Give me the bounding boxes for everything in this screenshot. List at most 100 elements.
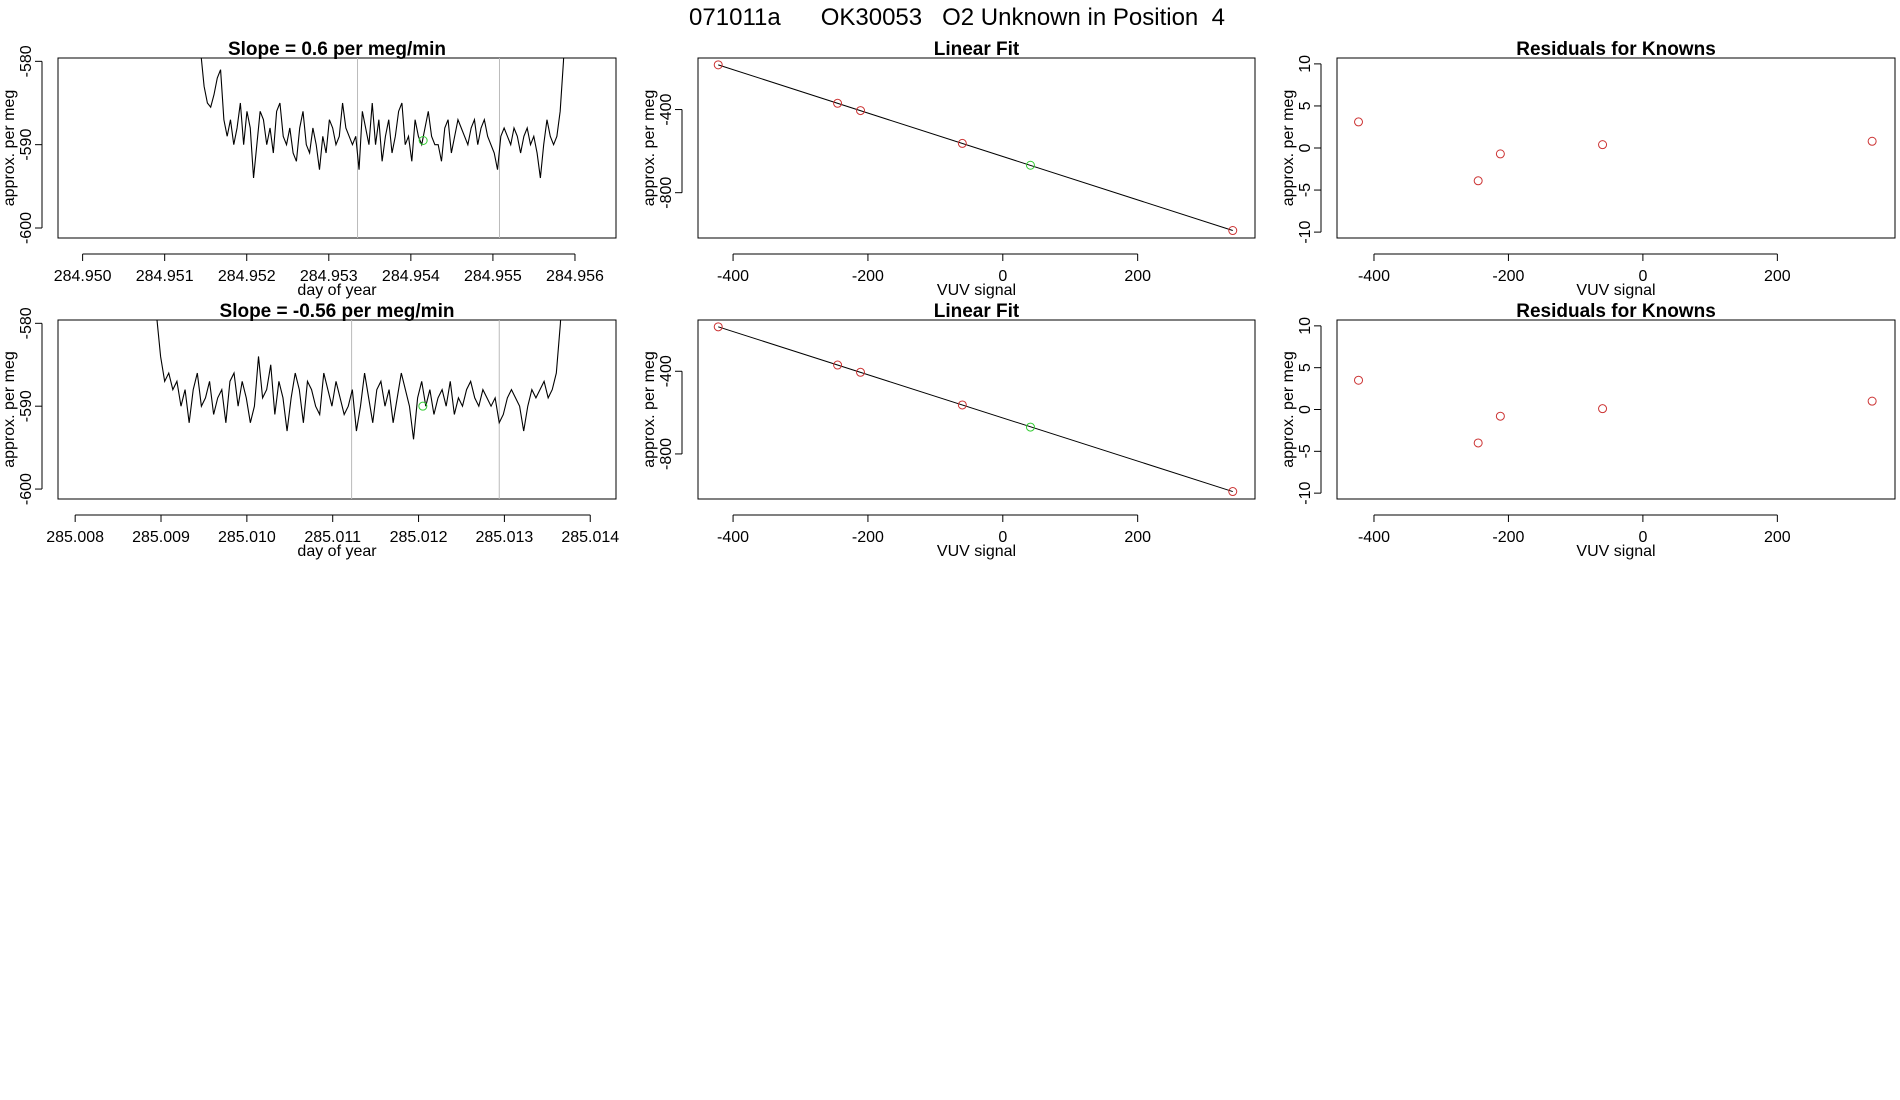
unknown-point bbox=[418, 136, 428, 145]
plot-frame bbox=[1336, 319, 1896, 500]
plot-data bbox=[713, 60, 1238, 236]
y-axis-label: approx. per meg bbox=[641, 351, 658, 468]
x-tick-label: 285.013 bbox=[475, 529, 533, 546]
x-tick-label: 0 bbox=[1638, 268, 1647, 285]
y-tick-label: -600 bbox=[18, 212, 35, 244]
known-point bbox=[957, 138, 967, 148]
x-tick-label: 284.953 bbox=[300, 268, 358, 285]
fit-line bbox=[718, 326, 1233, 493]
known-point bbox=[713, 60, 723, 70]
known-point bbox=[1473, 438, 1483, 448]
y-tick-label: 10 bbox=[1297, 317, 1314, 335]
x-axis-label: VUV signal bbox=[937, 543, 1016, 560]
known-point bbox=[1598, 404, 1608, 414]
y-tick-label: 5 bbox=[1297, 363, 1314, 372]
x-tick-label: 200 bbox=[1764, 268, 1791, 285]
series-line bbox=[156, 320, 562, 440]
y-tick-label: -400 bbox=[658, 93, 675, 125]
x-tick-label: 285.011 bbox=[304, 529, 361, 546]
y-axis-label: approx. per meg bbox=[1, 90, 18, 207]
y-axis-label: approx. per meg bbox=[1, 351, 18, 468]
known-point bbox=[1228, 487, 1238, 497]
x-axis-label: day of year bbox=[297, 543, 377, 560]
y-tick-label: -580 bbox=[18, 45, 35, 77]
known-point bbox=[1867, 136, 1877, 146]
x-tick-label: -200 bbox=[1492, 268, 1524, 285]
x-axis: 285.008 285.009 285.010 285.011 285.012 285.0… bbox=[46, 514, 619, 560]
y-tick-label: -590 bbox=[18, 390, 35, 422]
plot-frame bbox=[57, 319, 617, 500]
y-tick-label: -10 bbox=[1297, 220, 1314, 243]
y-tick-label: -580 bbox=[18, 307, 35, 339]
x-tick-label: 284.955 bbox=[464, 268, 522, 285]
panel-title: Linear Fit bbox=[934, 301, 1020, 322]
known-point bbox=[856, 367, 866, 377]
x-tick-label: 285.010 bbox=[218, 529, 276, 546]
known-point bbox=[713, 322, 723, 332]
x-axis-label: VUV signal bbox=[1576, 543, 1655, 560]
panel-res2: Residuals for Knowns -400 -200 0 200 VUV sign… bbox=[1280, 301, 1896, 560]
x-tick-label: -400 bbox=[717, 529, 749, 546]
y-tick-label: -590 bbox=[18, 129, 35, 161]
x-tick-label: -200 bbox=[852, 529, 884, 546]
fit-line bbox=[718, 64, 1233, 231]
plot-frame bbox=[1336, 57, 1896, 239]
unknown-point bbox=[1025, 160, 1035, 170]
plot-data bbox=[713, 322, 1238, 497]
x-tick-label: 200 bbox=[1124, 268, 1151, 285]
x-axis: -400 -200 0 200 VUV signal bbox=[717, 253, 1151, 299]
y-tick-label: 5 bbox=[1297, 101, 1314, 110]
y-tick-label: -10 bbox=[1297, 481, 1314, 504]
known-point bbox=[833, 360, 843, 370]
x-axis-label: VUV signal bbox=[1576, 282, 1655, 299]
x-tick-label: 285.008 bbox=[46, 529, 104, 546]
plot-frame bbox=[697, 57, 1256, 239]
plot-frame bbox=[697, 319, 1256, 500]
known-point bbox=[1228, 226, 1238, 236]
y-axis-label: approx. per meg bbox=[1280, 90, 1297, 207]
panel-title: Slope = 0.6 per meg/min bbox=[228, 39, 446, 60]
known-point bbox=[1867, 396, 1877, 406]
panel-ts2: Slope = -0.56 per meg/min 285.008 285.009 2… bbox=[1, 301, 619, 560]
x-tick-label: 0 bbox=[1638, 529, 1647, 546]
x-tick-label: -400 bbox=[717, 268, 749, 285]
x-tick-label: -200 bbox=[852, 268, 884, 285]
x-tick-label: 285.009 bbox=[132, 529, 190, 546]
known-point bbox=[1495, 411, 1505, 421]
x-tick-label: 200 bbox=[1764, 529, 1791, 546]
known-point bbox=[1473, 176, 1483, 186]
x-tick-label: 0 bbox=[998, 529, 1007, 546]
known-point bbox=[1354, 375, 1364, 385]
x-tick-label: -400 bbox=[1358, 268, 1390, 285]
panel-title: Linear Fit bbox=[934, 39, 1020, 60]
x-axis-label: VUV signal bbox=[937, 282, 1016, 299]
x-axis: -400 -200 0 200 VUV signal bbox=[717, 514, 1151, 560]
x-tick-label: 285.014 bbox=[561, 529, 619, 546]
x-tick-label: 284.952 bbox=[218, 268, 276, 285]
y-tick-label: -800 bbox=[658, 177, 675, 209]
known-point bbox=[1495, 149, 1505, 159]
y-tick-label: 0 bbox=[1297, 143, 1314, 152]
panel-fit2: Linear Fit -400 -200 0 200 VUV signal -800 -400… bbox=[641, 301, 1256, 560]
x-tick-label: 284.950 bbox=[54, 268, 112, 285]
known-point bbox=[957, 400, 967, 410]
x-tick-label: -400 bbox=[1358, 529, 1390, 546]
y-tick-label: -800 bbox=[658, 438, 675, 470]
unknown-point bbox=[418, 401, 428, 411]
known-point bbox=[1354, 117, 1364, 127]
main-title: 071011a OK30053 O2 Unknown in Position 4 bbox=[689, 4, 1225, 31]
plot-data bbox=[1354, 375, 1877, 448]
panel-title: Slope = -0.56 per meg/min bbox=[220, 301, 455, 322]
plot-data bbox=[156, 320, 562, 499]
panel-res1: Residuals for Knowns -400 -200 0 200 VUV sign… bbox=[1280, 39, 1896, 299]
x-axis-label: day of year bbox=[297, 282, 377, 299]
plot-frame bbox=[57, 57, 617, 239]
y-axis-label: approx. per meg bbox=[641, 90, 658, 207]
plot-data bbox=[200, 58, 565, 238]
